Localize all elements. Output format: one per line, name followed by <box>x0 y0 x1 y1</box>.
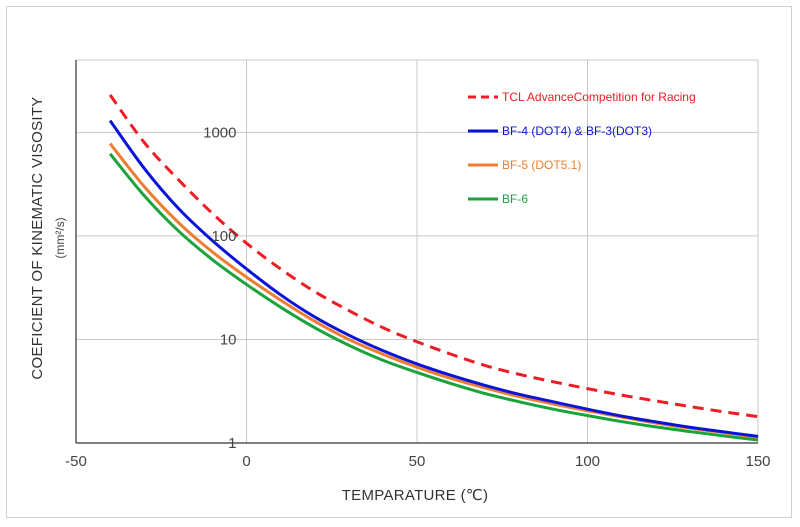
legend-label: TCL AdvanceCompetition for Racing <box>502 90 696 104</box>
x-tick-label: 50 <box>409 453 426 470</box>
legend-item-4: BF-6 <box>468 192 528 206</box>
y-tick-label: 10 <box>220 331 237 348</box>
y-axis-label-group: COEFICIENT OF KINEMATIC VISOSITY (mm²/s) <box>29 96 67 379</box>
y-tick-label: 1 <box>228 435 236 452</box>
legend: TCL AdvanceCompetition for Racing BF-4 (D… <box>468 90 696 206</box>
grid-layer <box>76 59 759 443</box>
legend-item-3: BF-5 (DOT5.1) <box>468 158 581 172</box>
series-line-4 <box>108 152 759 442</box>
y-tick-label: 1000 <box>203 124 236 141</box>
series-layer <box>108 94 759 442</box>
series-line-3 <box>108 142 759 439</box>
series-line-2 <box>108 119 759 438</box>
tick-layer: -50 0 50 100 150 1 10 100 1000 <box>65 124 770 470</box>
y-axis-label: COEFICIENT OF KINEMATIC VISOSITY <box>29 96 46 379</box>
y-tick-label: 100 <box>211 228 236 245</box>
x-axis-label: TEMPARATURE (℃) <box>342 487 489 504</box>
y-axis-unit: (mm²/s) <box>53 217 67 258</box>
chart-frame <box>6 6 792 518</box>
legend-item-1: TCL AdvanceCompetition for Racing <box>468 90 696 104</box>
x-tick-label: 100 <box>575 453 600 470</box>
x-tick-label: 150 <box>745 453 770 470</box>
legend-label: BF-4 (DOT4) & BF-3(DOT3) <box>502 124 652 138</box>
series-line-1 <box>108 94 759 419</box>
legend-item-2: BF-4 (DOT4) & BF-3(DOT3) <box>468 124 652 138</box>
x-tick-label: -50 <box>65 453 87 470</box>
legend-label: BF-5 (DOT5.1) <box>502 158 581 172</box>
x-tick-label: 0 <box>242 453 250 470</box>
axis-layer <box>75 60 758 444</box>
legend-label: BF-6 <box>502 192 528 206</box>
